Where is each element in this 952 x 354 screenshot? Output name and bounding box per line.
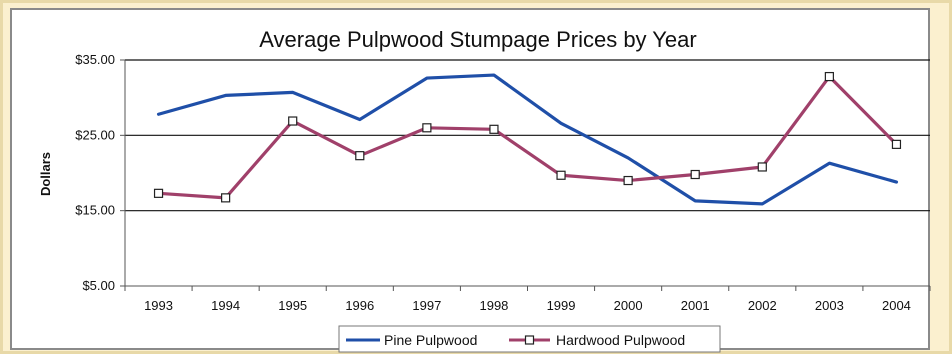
- y-tick-label: $35.00: [75, 52, 115, 67]
- legend-label-1: Pine Pulpwood: [384, 332, 477, 348]
- data-point-marker: [757, 162, 767, 172]
- x-tick-label: 2000: [614, 298, 643, 313]
- x-tick-label: 2001: [681, 298, 710, 313]
- x-tick-label: 1994: [211, 298, 240, 313]
- y-tick-label: $15.00: [75, 203, 115, 218]
- y-tick-label: $25.00: [75, 127, 115, 142]
- data-point-marker: [422, 123, 432, 133]
- series-line-2: [156, 74, 899, 200]
- data-point-marker: [489, 124, 499, 134]
- y-axis-ticks: $5.00 $15.00 $25.00 $35.00: [75, 52, 125, 293]
- data-point-marker: [288, 116, 298, 126]
- x-tick-label: 2004: [882, 298, 911, 313]
- x-tick-label: 1993: [144, 298, 173, 313]
- data-point-marker: [690, 169, 700, 180]
- data-point-marker: [556, 170, 566, 180]
- data-point-marker: [623, 175, 633, 186]
- x-tick-label: 1995: [278, 298, 307, 313]
- legend-label-2: Hardwood Pulpwood: [556, 332, 685, 348]
- chart-title: Average Pulpwood Stumpage Prices by Year: [259, 27, 696, 52]
- data-point-marker: [891, 139, 902, 149]
- data-point-marker: [355, 151, 365, 161]
- data-point-marker: [824, 71, 834, 82]
- x-tick-label: 2003: [815, 298, 844, 313]
- x-tick-label: 1997: [412, 298, 441, 313]
- x-tick-label: 1998: [479, 298, 508, 313]
- legend-marker: [524, 335, 535, 345]
- y-axis-label: Dollars: [38, 152, 53, 196]
- x-tick-label: 2002: [748, 298, 777, 313]
- x-tick-label: 1996: [345, 298, 374, 313]
- y-tick-label: $5.00: [82, 278, 115, 293]
- x-tick-label: 1999: [547, 298, 576, 313]
- series-line-1: [156, 73, 899, 206]
- data-point-marker: [153, 188, 164, 198]
- data-point-marker: [221, 193, 231, 203]
- series-lines: [153, 71, 902, 206]
- x-axis-ticks: 1993 1994 1995 1996 1997 1998 1999 2000 2001 2002…: [124, 286, 931, 313]
- legend: Pine Pulpwood Hardwood Pulpwood: [338, 325, 721, 353]
